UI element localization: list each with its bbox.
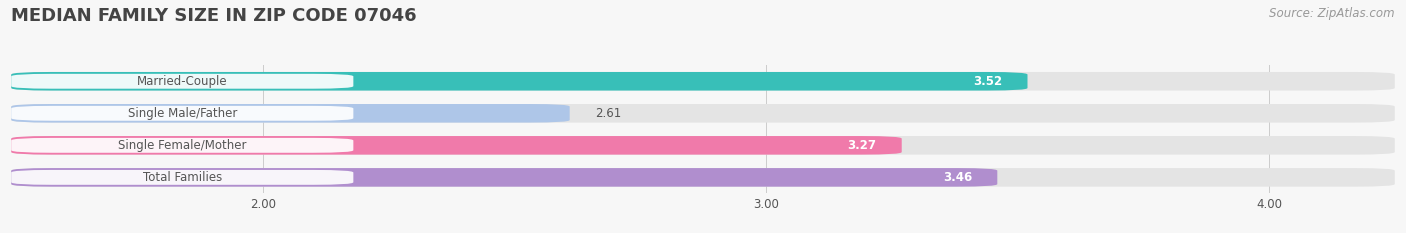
Text: MEDIAN FAMILY SIZE IN ZIP CODE 07046: MEDIAN FAMILY SIZE IN ZIP CODE 07046 xyxy=(11,7,416,25)
FancyBboxPatch shape xyxy=(11,136,901,155)
FancyBboxPatch shape xyxy=(11,138,353,153)
Text: 2.61: 2.61 xyxy=(595,107,621,120)
FancyBboxPatch shape xyxy=(11,168,997,187)
Text: Single Male/Father: Single Male/Father xyxy=(128,107,238,120)
FancyBboxPatch shape xyxy=(11,72,1028,91)
Text: Source: ZipAtlas.com: Source: ZipAtlas.com xyxy=(1270,7,1395,20)
FancyBboxPatch shape xyxy=(11,170,353,185)
FancyBboxPatch shape xyxy=(11,136,1395,155)
Text: 3.52: 3.52 xyxy=(973,75,1002,88)
FancyBboxPatch shape xyxy=(11,74,353,89)
Text: Total Families: Total Families xyxy=(142,171,222,184)
Text: Married-Couple: Married-Couple xyxy=(136,75,228,88)
FancyBboxPatch shape xyxy=(11,106,353,121)
FancyBboxPatch shape xyxy=(11,72,1395,91)
FancyBboxPatch shape xyxy=(11,104,1395,123)
Text: 3.27: 3.27 xyxy=(848,139,876,152)
FancyBboxPatch shape xyxy=(11,168,1395,187)
FancyBboxPatch shape xyxy=(11,104,569,123)
Text: Single Female/Mother: Single Female/Mother xyxy=(118,139,246,152)
Text: 3.46: 3.46 xyxy=(943,171,972,184)
